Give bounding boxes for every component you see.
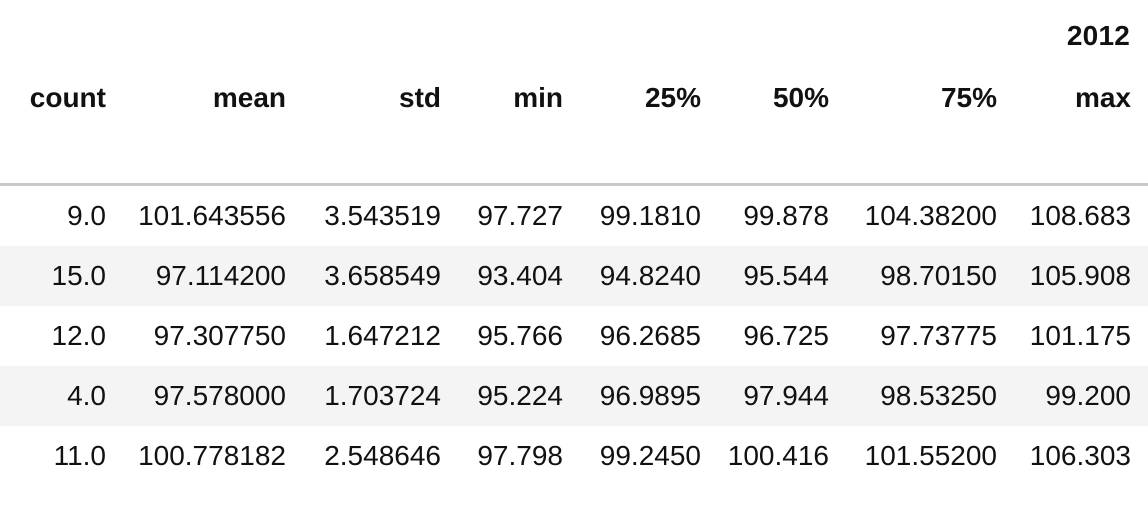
cell-max: 105.908: [1029, 260, 1131, 291]
cell-count: 11.0: [53, 440, 106, 471]
cell-25pct: 99.2450: [599, 440, 701, 471]
column-header-mean: mean: [212, 82, 286, 113]
cell-min: 97.798: [477, 440, 563, 471]
cell-count: 12.0: [51, 320, 107, 351]
cell-min: 95.224: [477, 380, 563, 411]
cell-mean: 100.778182: [138, 440, 286, 471]
cell-50pct: 97.944: [743, 380, 829, 411]
table-body: 9.0 101.643556 3.543519 97.727 99.1810 9…: [0, 186, 1148, 486]
cell-25pct: 96.2685: [599, 320, 701, 351]
cell-std: 2.548646: [324, 440, 441, 471]
cell-75pct: 98.53250: [880, 380, 997, 411]
cell-std: 1.647212: [324, 320, 441, 351]
column-header-std: std: [399, 82, 441, 113]
table-row: 15.0 97.114200 3.658549 93.404 94.8240 9…: [0, 246, 1148, 306]
cell-25pct: 99.1810: [599, 200, 701, 231]
cell-25pct: 96.9895: [599, 380, 701, 411]
cell-count: 15.0: [51, 260, 107, 291]
cell-50pct: 100.416: [727, 440, 829, 471]
cell-max: 99.200: [1045, 380, 1131, 411]
column-group-header: 2012: [1066, 20, 1130, 51]
cell-min: 97.727: [477, 200, 563, 231]
cell-75pct: 97.73775: [880, 320, 997, 351]
cell-25pct: 94.8240: [599, 260, 701, 291]
column-header-25pct: 25%: [644, 82, 701, 113]
column-header-count: count: [29, 82, 106, 113]
cell-max: 108.683: [1029, 200, 1131, 231]
column-header-75pct: 75%: [940, 82, 997, 113]
header-divider: [0, 183, 1148, 186]
table-row: 9.0 101.643556 3.543519 97.727 99.1810 9…: [0, 186, 1148, 246]
cell-min: 93.404: [477, 260, 563, 291]
cell-max: 101.175: [1029, 320, 1131, 351]
cell-75pct: 101.55200: [864, 440, 997, 471]
cell-50pct: 96.725: [743, 320, 829, 351]
column-header-50pct: 50%: [772, 82, 829, 113]
cell-std: 3.543519: [324, 200, 441, 231]
cell-50pct: 95.544: [743, 260, 829, 291]
table-header: count mean std min 25% 50% 75% max: [0, 78, 1148, 118]
cell-std: 3.658549: [324, 260, 441, 291]
cell-50pct: 99.878: [743, 200, 829, 231]
table-row: 4.0 97.578000 1.703724 95.224 96.9895 97…: [0, 366, 1148, 426]
cell-min: 95.766: [477, 320, 563, 351]
cell-75pct: 104.38200: [864, 200, 997, 231]
cell-mean: 101.643556: [138, 200, 286, 231]
cell-count: 4.0: [67, 380, 106, 411]
cell-mean: 97.114200: [155, 260, 286, 291]
cell-count: 9.0: [67, 200, 106, 231]
cell-75pct: 98.70150: [880, 260, 997, 291]
table-row: 12.0 97.307750 1.647212 95.766 96.2685 9…: [0, 306, 1148, 366]
cell-mean: 97.578000: [153, 380, 286, 411]
cell-std: 1.703724: [324, 380, 441, 411]
column-header-min: min: [513, 82, 563, 113]
table-row: 11.0 100.778182 2.548646 97.798 99.2450 …: [0, 426, 1148, 486]
cell-max: 106.303: [1029, 440, 1131, 471]
cell-mean: 97.307750: [153, 320, 286, 351]
column-header-max: max: [1074, 82, 1131, 113]
